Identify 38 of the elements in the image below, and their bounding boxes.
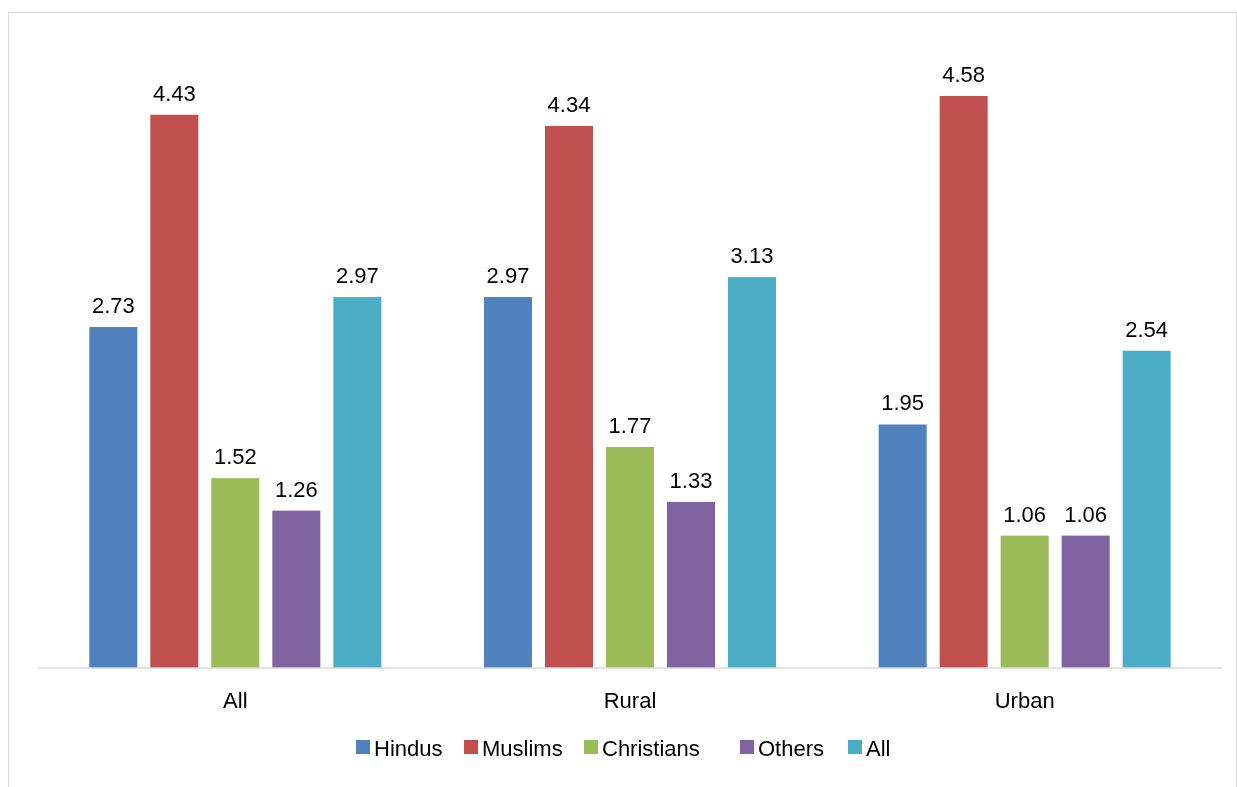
bar: [728, 277, 776, 668]
bar: [1000, 535, 1049, 668]
bar: [606, 446, 654, 668]
legend-label: All: [866, 736, 891, 761]
bar: [1122, 350, 1171, 668]
x-tick-label: All: [223, 688, 248, 713]
data-label: 2.97: [335, 263, 379, 289]
bar: [89, 327, 138, 668]
data-label: 2.54: [1125, 316, 1169, 342]
data-label: 2.73: [91, 293, 135, 319]
data-label: 2.97: [486, 263, 530, 289]
bar: [878, 424, 927, 668]
data-label: 4.58: [942, 62, 986, 87]
legend-label: Muslims: [482, 736, 563, 761]
data-label: 1.95: [881, 390, 925, 416]
data-label: 1.77: [608, 412, 652, 438]
bar: [272, 510, 321, 668]
data-label: 1.33: [669, 467, 713, 493]
data-label: 1.06: [1064, 501, 1108, 527]
bar: [333, 297, 382, 668]
bar: [667, 501, 715, 668]
bar: [939, 96, 988, 668]
x-tick-label: Rural: [603, 688, 657, 713]
x-tick-label: Urban: [994, 688, 1055, 713]
bar: [484, 297, 532, 668]
bar: [150, 114, 199, 668]
bar: [211, 478, 260, 668]
legend-label: Others: [758, 736, 825, 761]
data-label: 1.06: [1003, 501, 1047, 527]
bar: [545, 125, 593, 668]
data-label: 4.43: [152, 80, 196, 106]
data-label: 3.13: [730, 243, 774, 269]
data-label: 1.26: [274, 476, 318, 502]
legend-label: Christians: [602, 736, 700, 761]
data-label: 4.34: [547, 91, 591, 117]
data-label: 1.52: [213, 444, 257, 470]
legend-label: Hindus: [374, 736, 443, 761]
bar: [1061, 535, 1110, 668]
